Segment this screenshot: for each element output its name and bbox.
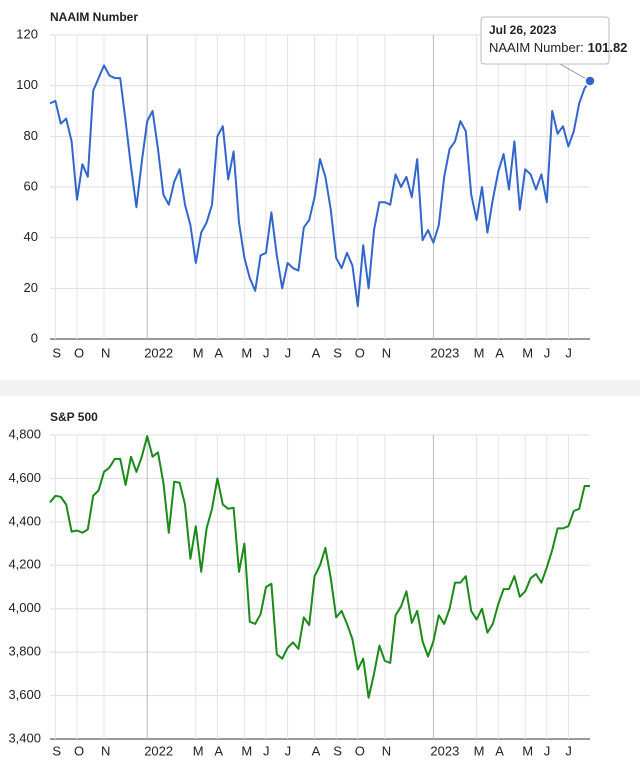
x-tick-label: J: [544, 743, 551, 758]
y-tick-label: 100: [16, 77, 38, 92]
chart-title: S&P 500: [50, 410, 98, 424]
x-tick-label: 2022: [144, 345, 173, 360]
x-tick-label: A: [214, 345, 223, 360]
x-tick-label: 2023: [430, 743, 459, 758]
x-tick-label: S: [52, 743, 61, 758]
tooltip-box: [480, 16, 610, 65]
y-tick-label: 4,000: [8, 600, 41, 615]
x-tick-label: A: [312, 345, 321, 360]
separator: [0, 380, 640, 396]
y-tick-label: 3,400: [8, 730, 41, 745]
x-tick-label: A: [312, 743, 321, 758]
x-tick-label: J: [263, 743, 270, 758]
y-tick-label: 40: [24, 229, 38, 244]
y-tick-label: 0: [31, 330, 38, 345]
x-tick-label: M: [522, 743, 533, 758]
x-tick-label: M: [193, 345, 204, 360]
x-tick-label: A: [214, 743, 223, 758]
x-tick-label: A: [495, 345, 504, 360]
y-tick-label: 4,400: [8, 513, 41, 528]
x-tick-label: A: [495, 743, 504, 758]
x-tick-label: M: [522, 345, 533, 360]
x-tick-label: S: [333, 345, 342, 360]
line: [49, 64, 591, 308]
line: [49, 435, 590, 699]
x-tick-label: N: [101, 743, 110, 758]
highlight-point: [584, 75, 596, 87]
tooltip-text: NAAIM Number: 101.82: [489, 40, 627, 55]
x-tick-label: J: [285, 345, 292, 360]
x-tick-label: M: [474, 743, 485, 758]
y-tick-label: 4,200: [8, 557, 41, 572]
tooltip-date: Jul 26, 2023: [489, 23, 557, 37]
x-tick-label: J: [544, 345, 551, 360]
y-tick-label: 4,600: [8, 470, 41, 485]
y-tick-label: 80: [24, 128, 38, 143]
x-tick-label: N: [101, 345, 110, 360]
x-tick-label: S: [52, 345, 61, 360]
x-tick-label: J: [285, 743, 292, 758]
x-tick-label: J: [565, 345, 572, 360]
x-tick-label: N: [382, 345, 391, 360]
tooltip-label: NAAIM Number:: [489, 40, 584, 55]
y-tick-label: 3,600: [8, 687, 41, 702]
x-tick-label: J: [565, 743, 572, 758]
chart-title: NAAIM Number: [50, 10, 138, 24]
y-tick-label: 120: [16, 26, 38, 41]
tooltip-value: 101.82: [588, 40, 628, 55]
x-tick-label: M: [241, 743, 252, 758]
x-tick-label: N: [382, 743, 391, 758]
x-tick-label: O: [355, 743, 365, 758]
y-tick-label: 3,800: [8, 644, 41, 659]
y-tick-label: 4,800: [8, 426, 41, 441]
x-tick-label: J: [263, 345, 270, 360]
x-tick-label: M: [474, 345, 485, 360]
x-tick-label: S: [333, 743, 342, 758]
x-tick-label: O: [355, 345, 365, 360]
y-tick-label: 20: [24, 280, 38, 295]
x-tick-label: M: [193, 743, 204, 758]
x-tick-label: O: [74, 743, 84, 758]
y-tick-label: 60: [24, 178, 38, 193]
panel: [0, 396, 640, 767]
tooltip-pointer: [559, 63, 591, 82]
x-tick-label: O: [74, 345, 84, 360]
x-tick-label: M: [241, 345, 252, 360]
x-tick-label: 2023: [430, 345, 459, 360]
x-tick-label: 2022: [144, 743, 173, 758]
